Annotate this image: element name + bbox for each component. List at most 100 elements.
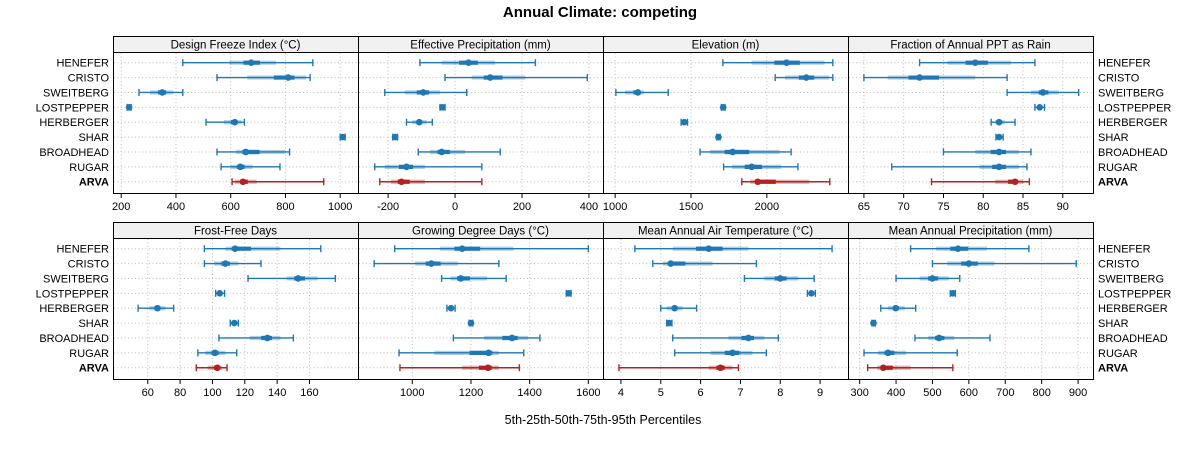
percentile-marker-arva (930, 178, 1031, 186)
panel-border (358, 52, 604, 194)
percentile-marker-cristo (444, 74, 588, 82)
median-dot (284, 74, 292, 81)
site-label-right-arva: ARVA (1098, 177, 1128, 189)
median-dot (634, 89, 642, 96)
x-tick-label: 1000 (400, 387, 424, 399)
x-tick-label: 800 (1032, 387, 1050, 399)
x-tick-label: 600 (222, 201, 240, 213)
percentile-marker-arva (231, 178, 325, 186)
median-dot (681, 118, 688, 126)
x-tick-label: 160 (300, 387, 318, 399)
percentile-marker-cristo (931, 260, 1077, 268)
median-dot (667, 260, 675, 267)
panel-mean-annual-precipitation-mm: Mean Annual Precipitation (mm) 300 400 500 6… (848, 222, 1094, 399)
x-tick-label: -200 (377, 201, 399, 213)
median-dot (892, 304, 899, 312)
percentile-marker-arva (866, 364, 954, 372)
median-dot (211, 349, 219, 357)
percentile-marker-shar (665, 319, 673, 327)
x-tick-label: 100 (203, 387, 221, 399)
percentile-marker-rugar (863, 349, 958, 357)
median-dot (729, 148, 737, 156)
x-tick-label: 400 (167, 201, 185, 213)
median-dot (247, 59, 255, 66)
median-dot (745, 334, 752, 342)
median-dot (465, 59, 472, 66)
median-dot (403, 163, 410, 171)
percentile-marker-arva (618, 364, 740, 372)
percentile-marker-henefer (909, 245, 1030, 253)
panel-fraction-of-annual-ppt-as-rain: Fraction of Annual PPT as Rain 65 70 75 80 85… (848, 36, 1094, 213)
x-tick-label: 1400 (517, 387, 541, 399)
median-dot (458, 245, 466, 252)
percentile-marker-herberger (880, 304, 917, 312)
median-dot (242, 148, 250, 156)
panel-border (848, 52, 1094, 194)
site-label-right-rugar: RUGAR (1098, 162, 1138, 174)
x-tick-label: 500 (923, 387, 941, 399)
chart-title: Annual Climate: competing (502, 4, 698, 21)
site-label-right-sweitberg: SWEITBERG (1098, 273, 1164, 285)
panel-border (358, 238, 604, 380)
panel-strip-title: Elevation (m) (692, 40, 760, 52)
percentile-marker-rugar (674, 349, 768, 357)
percentile-marker-arva (741, 178, 831, 186)
site-label-left-broadhead: BROADHEAD (39, 333, 109, 345)
median-dot (776, 275, 784, 282)
site-label-right-arva: ARVA (1098, 363, 1128, 375)
site-label-left-henefer: HENEFER (56, 58, 109, 70)
median-dot (391, 133, 399, 141)
site-label-left-broadhead: BROADHEAD (39, 147, 109, 159)
x-tick-label: 9 (817, 387, 823, 399)
median-dot (339, 133, 346, 141)
median-dot (995, 163, 1003, 171)
x-tick-label: 90 (1057, 201, 1069, 213)
median-dot (949, 290, 957, 297)
site-label-left-arva: ARVA (79, 177, 109, 189)
site-label-right-rugar: RUGAR (1098, 348, 1138, 360)
median-dot (415, 118, 423, 126)
panel-strip-title: Mean Annual Precipitation (mm) (889, 226, 1053, 238)
median-dot (125, 104, 133, 111)
median-dot (1039, 89, 1047, 96)
panel-border (848, 238, 1094, 380)
x-tick-label: 5 (658, 387, 664, 399)
percentile-marker-lostpepper (125, 103, 133, 111)
panel-effective-precipitation-mm: Effective Precipitation (mm) -200 0 200 400 (358, 36, 604, 213)
x-tick-label: 400 (887, 387, 905, 399)
percentile-marker-rugar (197, 349, 238, 357)
median-dot (158, 89, 166, 96)
percentile-marker-henefer (203, 245, 322, 253)
median-dot (264, 334, 271, 342)
percentile-marker-sweitberg (247, 274, 337, 282)
percentile-marker-cristo (863, 74, 1008, 82)
median-dot (954, 245, 962, 252)
median-dot (485, 349, 492, 357)
percentile-marker-lostpepper (565, 289, 572, 297)
site-label-left-cristo: CRISTO (68, 259, 110, 271)
site-label-right-sweitberg: SWEITBERG (1098, 87, 1164, 99)
percentile-marker-rugar (220, 163, 281, 171)
percentile-marker-sweitberg (440, 274, 507, 282)
percentile-marker-arva (379, 178, 483, 186)
median-dot (717, 364, 724, 372)
site-label-right-henefer: HENEFER (1098, 58, 1151, 70)
x-tick-label: 1600 (576, 387, 600, 399)
x-tick-label: 65 (858, 201, 870, 213)
percentile-marker-broadhead (942, 148, 1032, 156)
site-label-right-broadhead: BROADHEAD (1098, 147, 1168, 159)
percentile-marker-herberger (405, 118, 434, 126)
percentile-marker-lostpepper (806, 289, 817, 297)
percentile-marker-cristo (216, 74, 311, 82)
percentile-marker-cristo (774, 74, 834, 82)
percentile-marker-broadhead (216, 148, 291, 156)
median-dot (439, 104, 446, 111)
percentile-marker-broadhead (672, 334, 779, 342)
x-tick-label: 60 (142, 387, 154, 399)
percentile-marker-sweitberg (138, 88, 184, 96)
panel-mean-annual-air-temperature-c: Mean Annual Air Temperature (°C) 4 5 6 7 8 9 (603, 222, 849, 399)
x-tick-label: 200 (513, 201, 531, 213)
median-dot (729, 349, 736, 357)
median-dot (748, 163, 755, 171)
percentile-marker-shar (229, 319, 240, 327)
